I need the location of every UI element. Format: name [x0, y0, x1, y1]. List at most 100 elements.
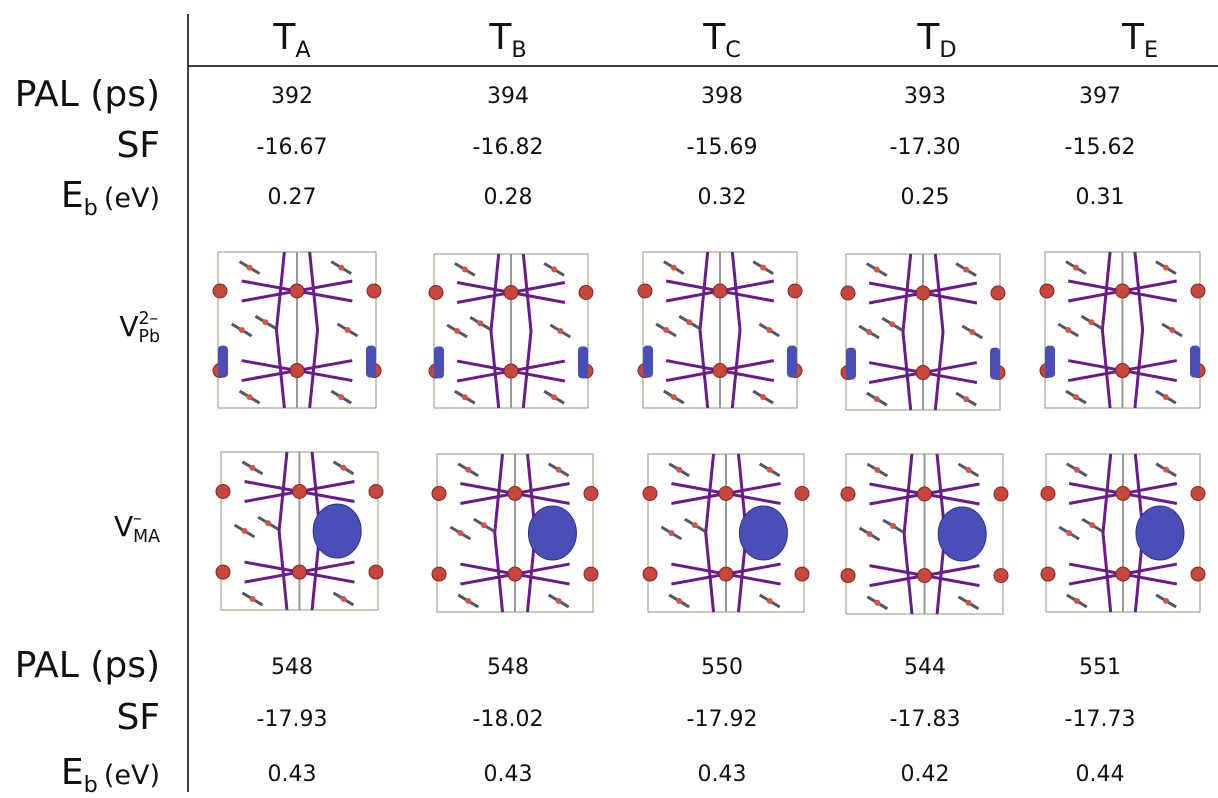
atom — [344, 327, 351, 333]
cell-value: 397 — [1020, 86, 1180, 108]
pb-atom — [578, 285, 594, 300]
cell-value: 0.43 — [212, 764, 372, 786]
atom — [249, 464, 256, 471]
atom — [866, 531, 873, 537]
density — [366, 345, 376, 378]
value-text: 548 — [487, 655, 529, 680]
structure-images — [212, 251, 1206, 615]
atom — [340, 595, 347, 602]
atom — [890, 523, 897, 529]
column-header: TA — [232, 20, 352, 62]
atom — [676, 597, 683, 604]
atom — [338, 264, 345, 271]
label-text: PAL (ps) — [14, 645, 160, 686]
label-sub: b — [83, 195, 98, 222]
density — [312, 503, 362, 559]
atom — [1163, 466, 1170, 473]
pb-atom — [431, 566, 447, 582]
atom — [873, 396, 880, 403]
density — [527, 505, 577, 561]
pb-atom — [712, 363, 728, 379]
cell-value: -15.69 — [642, 137, 802, 159]
label-sub: MA — [133, 527, 160, 548]
cell-value: 0.27 — [212, 187, 372, 209]
bond — [698, 251, 710, 409]
pb-atom — [289, 283, 305, 299]
atom — [555, 466, 562, 473]
atom — [670, 264, 677, 271]
pb-atom — [428, 285, 444, 300]
pb-atom — [1190, 486, 1206, 501]
value-text: 544 — [904, 655, 946, 680]
density — [1135, 505, 1185, 561]
atom — [963, 266, 970, 273]
label-base: V — [113, 510, 134, 544]
bond — [277, 451, 289, 611]
atom — [461, 266, 468, 273]
bond — [704, 453, 716, 613]
atom — [249, 595, 256, 602]
value-text: 0.43 — [483, 762, 533, 787]
value-text: -18.02 — [472, 707, 544, 732]
cell-value: 0.31 — [1020, 187, 1180, 209]
density — [218, 345, 228, 378]
pb-atom — [507, 566, 523, 582]
atom — [246, 264, 253, 271]
cell-value: 392 — [212, 86, 372, 108]
row-label: PAL (ps) — [15, 648, 160, 684]
label-script: – MA — [133, 510, 160, 548]
pb-atom — [1190, 566, 1206, 582]
cell-value: 544 — [845, 657, 1005, 679]
cell-value: 0.42 — [845, 764, 1005, 786]
value-text: 0.43 — [697, 762, 747, 787]
label-text: SF — [116, 697, 160, 738]
atom — [557, 328, 564, 334]
header-sub: B — [511, 37, 527, 64]
pb-atom — [368, 484, 384, 499]
value-text: 392 — [271, 84, 313, 109]
atom — [760, 394, 767, 401]
value-text: 0.44 — [1075, 762, 1125, 787]
header-sub: E — [1143, 37, 1159, 64]
pb-atom — [993, 486, 1009, 502]
pb-atom — [917, 486, 932, 502]
cell-value: 0.44 — [1020, 764, 1180, 786]
density — [578, 346, 588, 379]
atom — [686, 319, 693, 326]
atom — [1073, 597, 1080, 604]
atom — [457, 530, 464, 536]
pb-atom — [915, 365, 931, 381]
density — [738, 505, 788, 561]
row-label: V 2– Pb — [119, 310, 160, 347]
atom — [1073, 264, 1079, 271]
pb-atom — [642, 566, 658, 582]
atom — [766, 466, 773, 473]
header-base: T — [489, 17, 512, 58]
label-unit: (eV) — [103, 183, 160, 214]
header-sub: D — [939, 37, 957, 64]
atom — [766, 597, 773, 604]
atom — [551, 394, 558, 401]
bond — [1101, 453, 1113, 613]
value-text: -17.92 — [686, 707, 758, 732]
bond — [730, 251, 742, 409]
value-text: 0.31 — [1075, 185, 1125, 210]
atom — [766, 327, 773, 333]
atom — [551, 266, 558, 273]
label-text: PAL (ps) — [14, 74, 160, 115]
bond — [902, 453, 914, 615]
cell-value: 0.43 — [642, 764, 802, 786]
row-label: PAL (ps) — [15, 77, 160, 113]
density — [990, 347, 1000, 380]
pb-atom — [1115, 486, 1131, 501]
pb-atom — [431, 486, 447, 501]
pb-atom — [292, 484, 307, 499]
value-text: 394 — [487, 84, 529, 109]
header-base: T — [1121, 17, 1144, 58]
row-label: Eb (eV) — [61, 755, 160, 797]
atom — [241, 528, 248, 534]
atom — [1066, 530, 1073, 536]
atom — [1065, 327, 1072, 333]
